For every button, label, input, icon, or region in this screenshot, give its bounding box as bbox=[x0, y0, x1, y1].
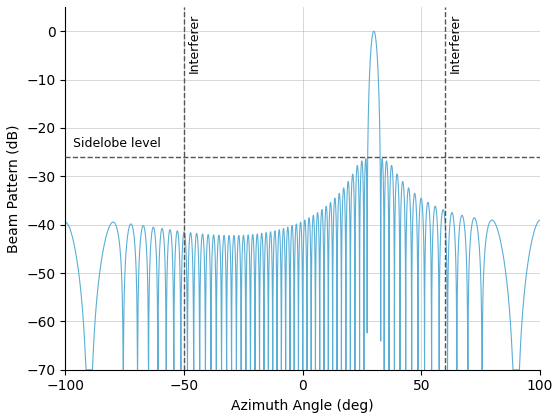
Text: Sidelobe level: Sidelobe level bbox=[73, 136, 161, 150]
Y-axis label: Beam Pattern (dB): Beam Pattern (dB) bbox=[7, 124, 21, 252]
X-axis label: Azimuth Angle (deg): Azimuth Angle (deg) bbox=[231, 399, 374, 413]
Text: Interferer: Interferer bbox=[188, 14, 200, 74]
Text: Interferer: Interferer bbox=[449, 14, 461, 74]
